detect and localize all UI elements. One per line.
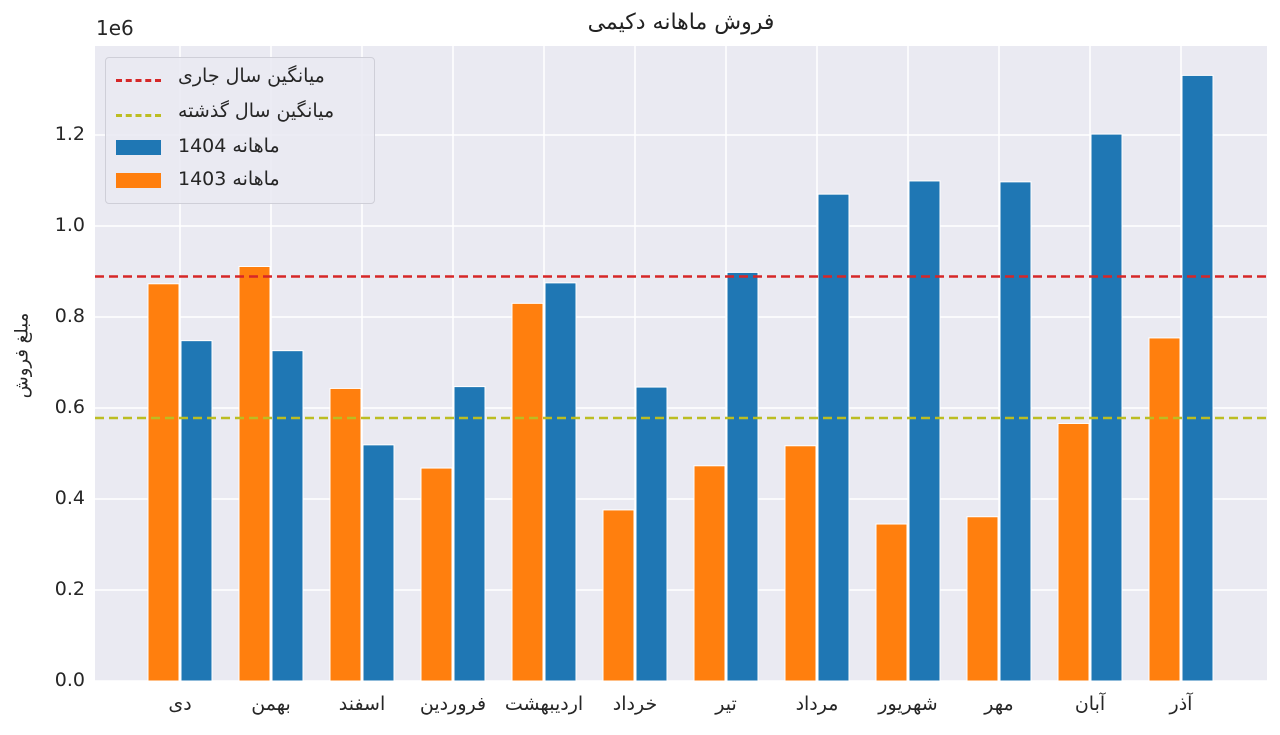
y-axis-label: مبلغ فروش (11, 312, 33, 399)
bar (966, 516, 999, 682)
bar (453, 386, 486, 682)
bar (511, 302, 544, 682)
bar (1181, 74, 1214, 682)
color-patch-icon (116, 140, 161, 155)
legend-label: ماهانه 1404 (178, 135, 280, 157)
bar (784, 445, 817, 682)
chart-title: فروش ماهانه دکیمی (587, 10, 775, 35)
bar (1057, 422, 1090, 682)
x-tick-label: مهر (984, 693, 1014, 715)
x-tick-label: خرداد (612, 693, 658, 715)
dashed-line-icon (116, 114, 161, 117)
bar (180, 340, 213, 682)
y-tick-label: 0.2 (54, 578, 85, 600)
bar (875, 523, 908, 682)
bar (726, 271, 759, 682)
bars (147, 74, 1214, 682)
bar (329, 387, 362, 682)
bar (999, 181, 1032, 682)
bar (544, 282, 577, 682)
y-tick-label: 0.8 (54, 305, 85, 327)
legend-item-1403: ماهانه 1403 (106, 166, 374, 196)
x-tick-label: مرداد (795, 693, 839, 715)
bar (1090, 133, 1123, 682)
dashed-line-icon (116, 79, 161, 82)
color-patch-icon (116, 173, 161, 188)
legend: میانگین سال جاری میانگین سال گذشته ماهان… (105, 57, 375, 204)
x-tick-label: تیر (715, 693, 737, 715)
x-tick-label: آذر (1169, 693, 1193, 715)
x-tick-label: شهریور (878, 693, 938, 715)
x-tick-label: فروردین (419, 693, 487, 715)
y-tick-label: 0.0 (54, 669, 85, 691)
y-tick-label: 1.0 (54, 214, 85, 236)
x-tick-label: بهمن (251, 693, 291, 715)
x-tick-label: اردیبهشت (504, 693, 584, 715)
bar (693, 465, 726, 682)
bar (1148, 337, 1181, 682)
y-axis-exponent: 1e6 (96, 16, 134, 40)
bar (908, 180, 941, 682)
legend-label: میانگین سال گذشته (178, 100, 335, 122)
bar (635, 386, 668, 682)
bar (271, 350, 304, 682)
bar (362, 444, 395, 682)
legend-item-previous-year-avg: میانگین سال گذشته (106, 98, 374, 128)
x-tick-label: آبان (1074, 693, 1106, 715)
y-tick-label: 1.2 (54, 123, 85, 145)
legend-item-1404: ماهانه 1404 (106, 133, 374, 163)
bar (420, 467, 453, 682)
legend-label: میانگین سال جاری (178, 65, 325, 87)
bar (602, 509, 635, 682)
legend-item-current-year-avg: میانگین سال جاری (106, 63, 374, 93)
x-tick-label: دی (168, 693, 192, 715)
bar (238, 265, 271, 682)
x-tick-label: اسفند (338, 693, 386, 715)
bar (817, 193, 850, 682)
legend-label: ماهانه 1403 (178, 168, 280, 190)
bar (147, 283, 180, 682)
y-tick-label: 0.6 (54, 396, 85, 418)
y-tick-label: 0.4 (54, 487, 85, 509)
